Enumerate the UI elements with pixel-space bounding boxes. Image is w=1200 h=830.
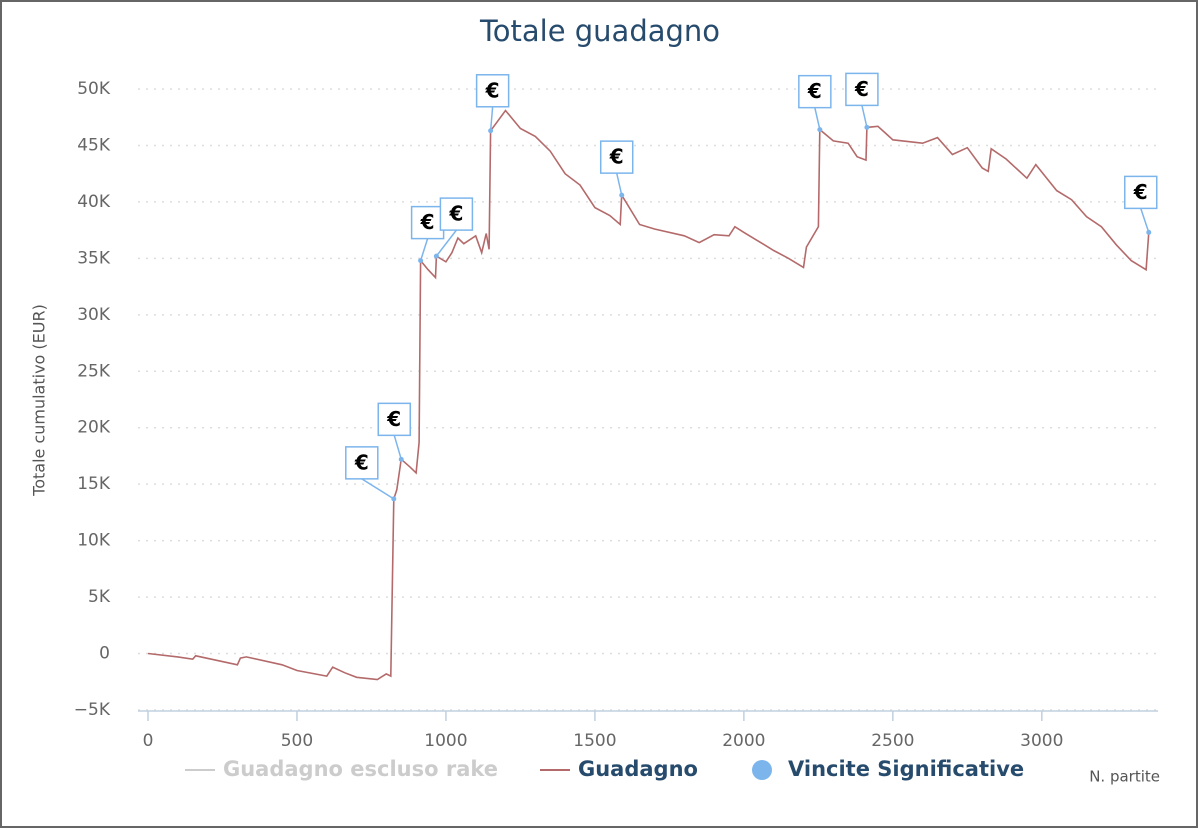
flag: € <box>798 74 832 130</box>
flag-box <box>439 197 474 231</box>
y-tick-label: −5K <box>74 700 111 720</box>
point <box>1146 229 1152 235</box>
y-tick-label: 10K <box>77 531 111 551</box>
y-tick-label: 30K <box>77 305 111 325</box>
flag-connector <box>361 478 395 500</box>
y-tick-label: 20K <box>77 418 111 438</box>
flag-label: € <box>420 210 435 234</box>
legend-label[interactable]: Guadagno escluso rake <box>223 757 498 781</box>
flag-box <box>845 72 879 107</box>
flag-connector <box>861 105 868 128</box>
flag-label: € <box>448 202 463 226</box>
y-axis-title: Totale cumulativo (EUR) <box>30 304 49 497</box>
y-tick-label: 0 <box>99 644 110 664</box>
flag-box <box>1124 175 1158 210</box>
flag-connector <box>393 435 402 460</box>
chart-title: Totale guadagno <box>479 14 720 48</box>
x-axis-title: N. partite <box>1089 768 1160 786</box>
flag-box <box>377 402 411 437</box>
x-tick-label: 500 <box>281 731 313 751</box>
x-tick-label: 2500 <box>871 731 914 751</box>
flag: € <box>435 197 474 257</box>
point <box>418 258 424 264</box>
flag-box <box>798 74 832 109</box>
y-tick-label: 25K <box>77 361 111 381</box>
flag-label: € <box>354 450 369 474</box>
flag-connector <box>419 238 429 261</box>
point <box>398 456 404 462</box>
x-tick-label: 1000 <box>424 731 467 751</box>
y-tick-label: 5K <box>88 587 111 607</box>
flag-connector <box>435 229 457 257</box>
flag-box <box>475 74 510 108</box>
flag: € <box>475 74 510 131</box>
flag-label: € <box>386 407 401 431</box>
flag: € <box>345 446 395 500</box>
legend-label[interactable]: Vincite Significative <box>788 757 1024 781</box>
point <box>817 127 823 133</box>
flag: € <box>599 140 634 196</box>
flag: € <box>377 402 411 460</box>
x-tick-label: 2000 <box>722 731 765 751</box>
flag-label: € <box>609 145 624 169</box>
flag-box <box>345 446 379 480</box>
flag: € <box>410 205 445 261</box>
flag-connector <box>489 106 494 131</box>
flag-connector <box>615 172 623 196</box>
flag-label: € <box>1133 180 1148 204</box>
legend-label[interactable]: Guadagno <box>578 757 698 781</box>
flag: € <box>845 72 879 128</box>
flag-connector <box>814 107 821 130</box>
point <box>433 253 439 259</box>
point <box>619 192 625 198</box>
flag-connector <box>1140 208 1150 233</box>
y-tick-label: 35K <box>77 248 111 268</box>
y-tick-label: 50K <box>77 79 111 99</box>
point <box>864 124 870 130</box>
flag-label: € <box>854 77 869 101</box>
point <box>488 128 494 134</box>
flag: € <box>1124 175 1158 233</box>
y-tick-label: 40K <box>77 192 111 212</box>
line <box>147 109 1150 681</box>
x-tick-label: 1500 <box>573 731 616 751</box>
legend-symbol <box>752 760 772 780</box>
y-tick-label: 45K <box>77 135 111 155</box>
flag-box <box>599 140 634 174</box>
point <box>391 496 397 502</box>
x-tick-label: 3000 <box>1020 731 1063 751</box>
flag-label: € <box>485 78 500 102</box>
flag-label: € <box>807 79 822 103</box>
y-tick-label: 15K <box>77 474 111 494</box>
x-tick-label: 0 <box>143 731 154 751</box>
